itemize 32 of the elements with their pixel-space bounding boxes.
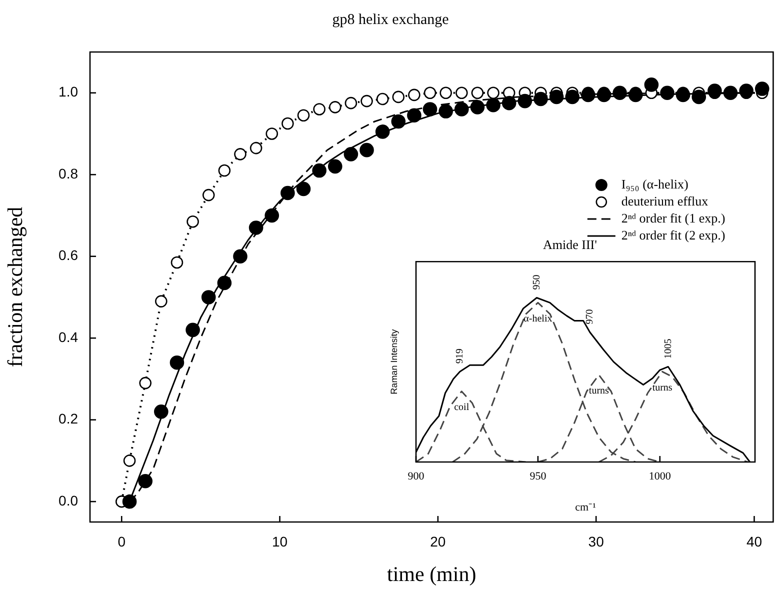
x-tick-label: 0	[118, 533, 126, 550]
y-tick-label: 0.2	[58, 410, 78, 427]
chart-title: gp8 helix exchange	[331, 12, 450, 29]
x-axis-title: time (min)	[386, 562, 476, 586]
y-tick-label: 0.4	[58, 328, 78, 345]
series-label: turns	[588, 386, 610, 397]
legend-label: 2ⁿᵈ order fit (2 exp.)	[621, 227, 726, 242]
y-tick-label: 0.8	[58, 165, 78, 182]
legend-label: deuterium efflux	[621, 193, 709, 208]
series-label: turns	[652, 382, 672, 394]
annotation: 919	[454, 348, 466, 364]
x-tick-label: 30	[588, 533, 604, 550]
chart-title: Amide III'	[543, 237, 597, 252]
x-axis-title: cm⁻¹	[575, 501, 596, 514]
legend-label: I₉₅₀ (α-helix)	[621, 176, 688, 192]
y-axis-title: fraction exchanged	[3, 206, 28, 368]
annotation: 1005	[662, 338, 674, 359]
y-tick-label: 0.0	[58, 492, 78, 508]
x-tick-label: 20	[430, 533, 446, 550]
x-tick-label: 40	[746, 533, 762, 550]
y-axis-title: Raman Intensity	[388, 328, 399, 394]
y-tick-label: 1.0	[58, 84, 78, 100]
y-tick-label: 0.6	[58, 247, 78, 264]
series-label: coil	[454, 402, 470, 413]
x-tick-label: 1000	[648, 470, 672, 482]
series-label: α-helix	[524, 313, 552, 324]
x-tick-label: 10	[272, 533, 288, 550]
x-tick-label: 900	[408, 470, 425, 482]
legend-label: 2ⁿᵈ order fit (1 exp.)	[621, 210, 726, 226]
annotation: 970	[584, 309, 596, 324]
x-tick-label: 950	[530, 470, 547, 482]
annotation: 950	[531, 274, 542, 290]
